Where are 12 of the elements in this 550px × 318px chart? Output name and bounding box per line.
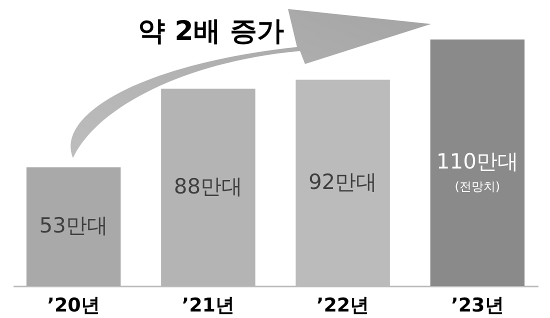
x-tick-label: ’21년 bbox=[182, 294, 235, 316]
data-label: 88만대 bbox=[174, 174, 243, 198]
bar bbox=[26, 167, 121, 286]
x-tick-label: ’20년 bbox=[47, 294, 100, 316]
data-label: 53만대 bbox=[39, 214, 108, 238]
annotation: 약 2배 증가 bbox=[138, 16, 284, 47]
data-label: 92만대 bbox=[308, 170, 378, 194]
annotation: (전망치) bbox=[454, 180, 500, 194]
x-tick-label: ’23년 bbox=[451, 294, 504, 316]
bar bbox=[430, 39, 525, 286]
x-tick-label: ’22년 bbox=[316, 294, 370, 316]
data-label: 110만대 bbox=[436, 150, 518, 174]
